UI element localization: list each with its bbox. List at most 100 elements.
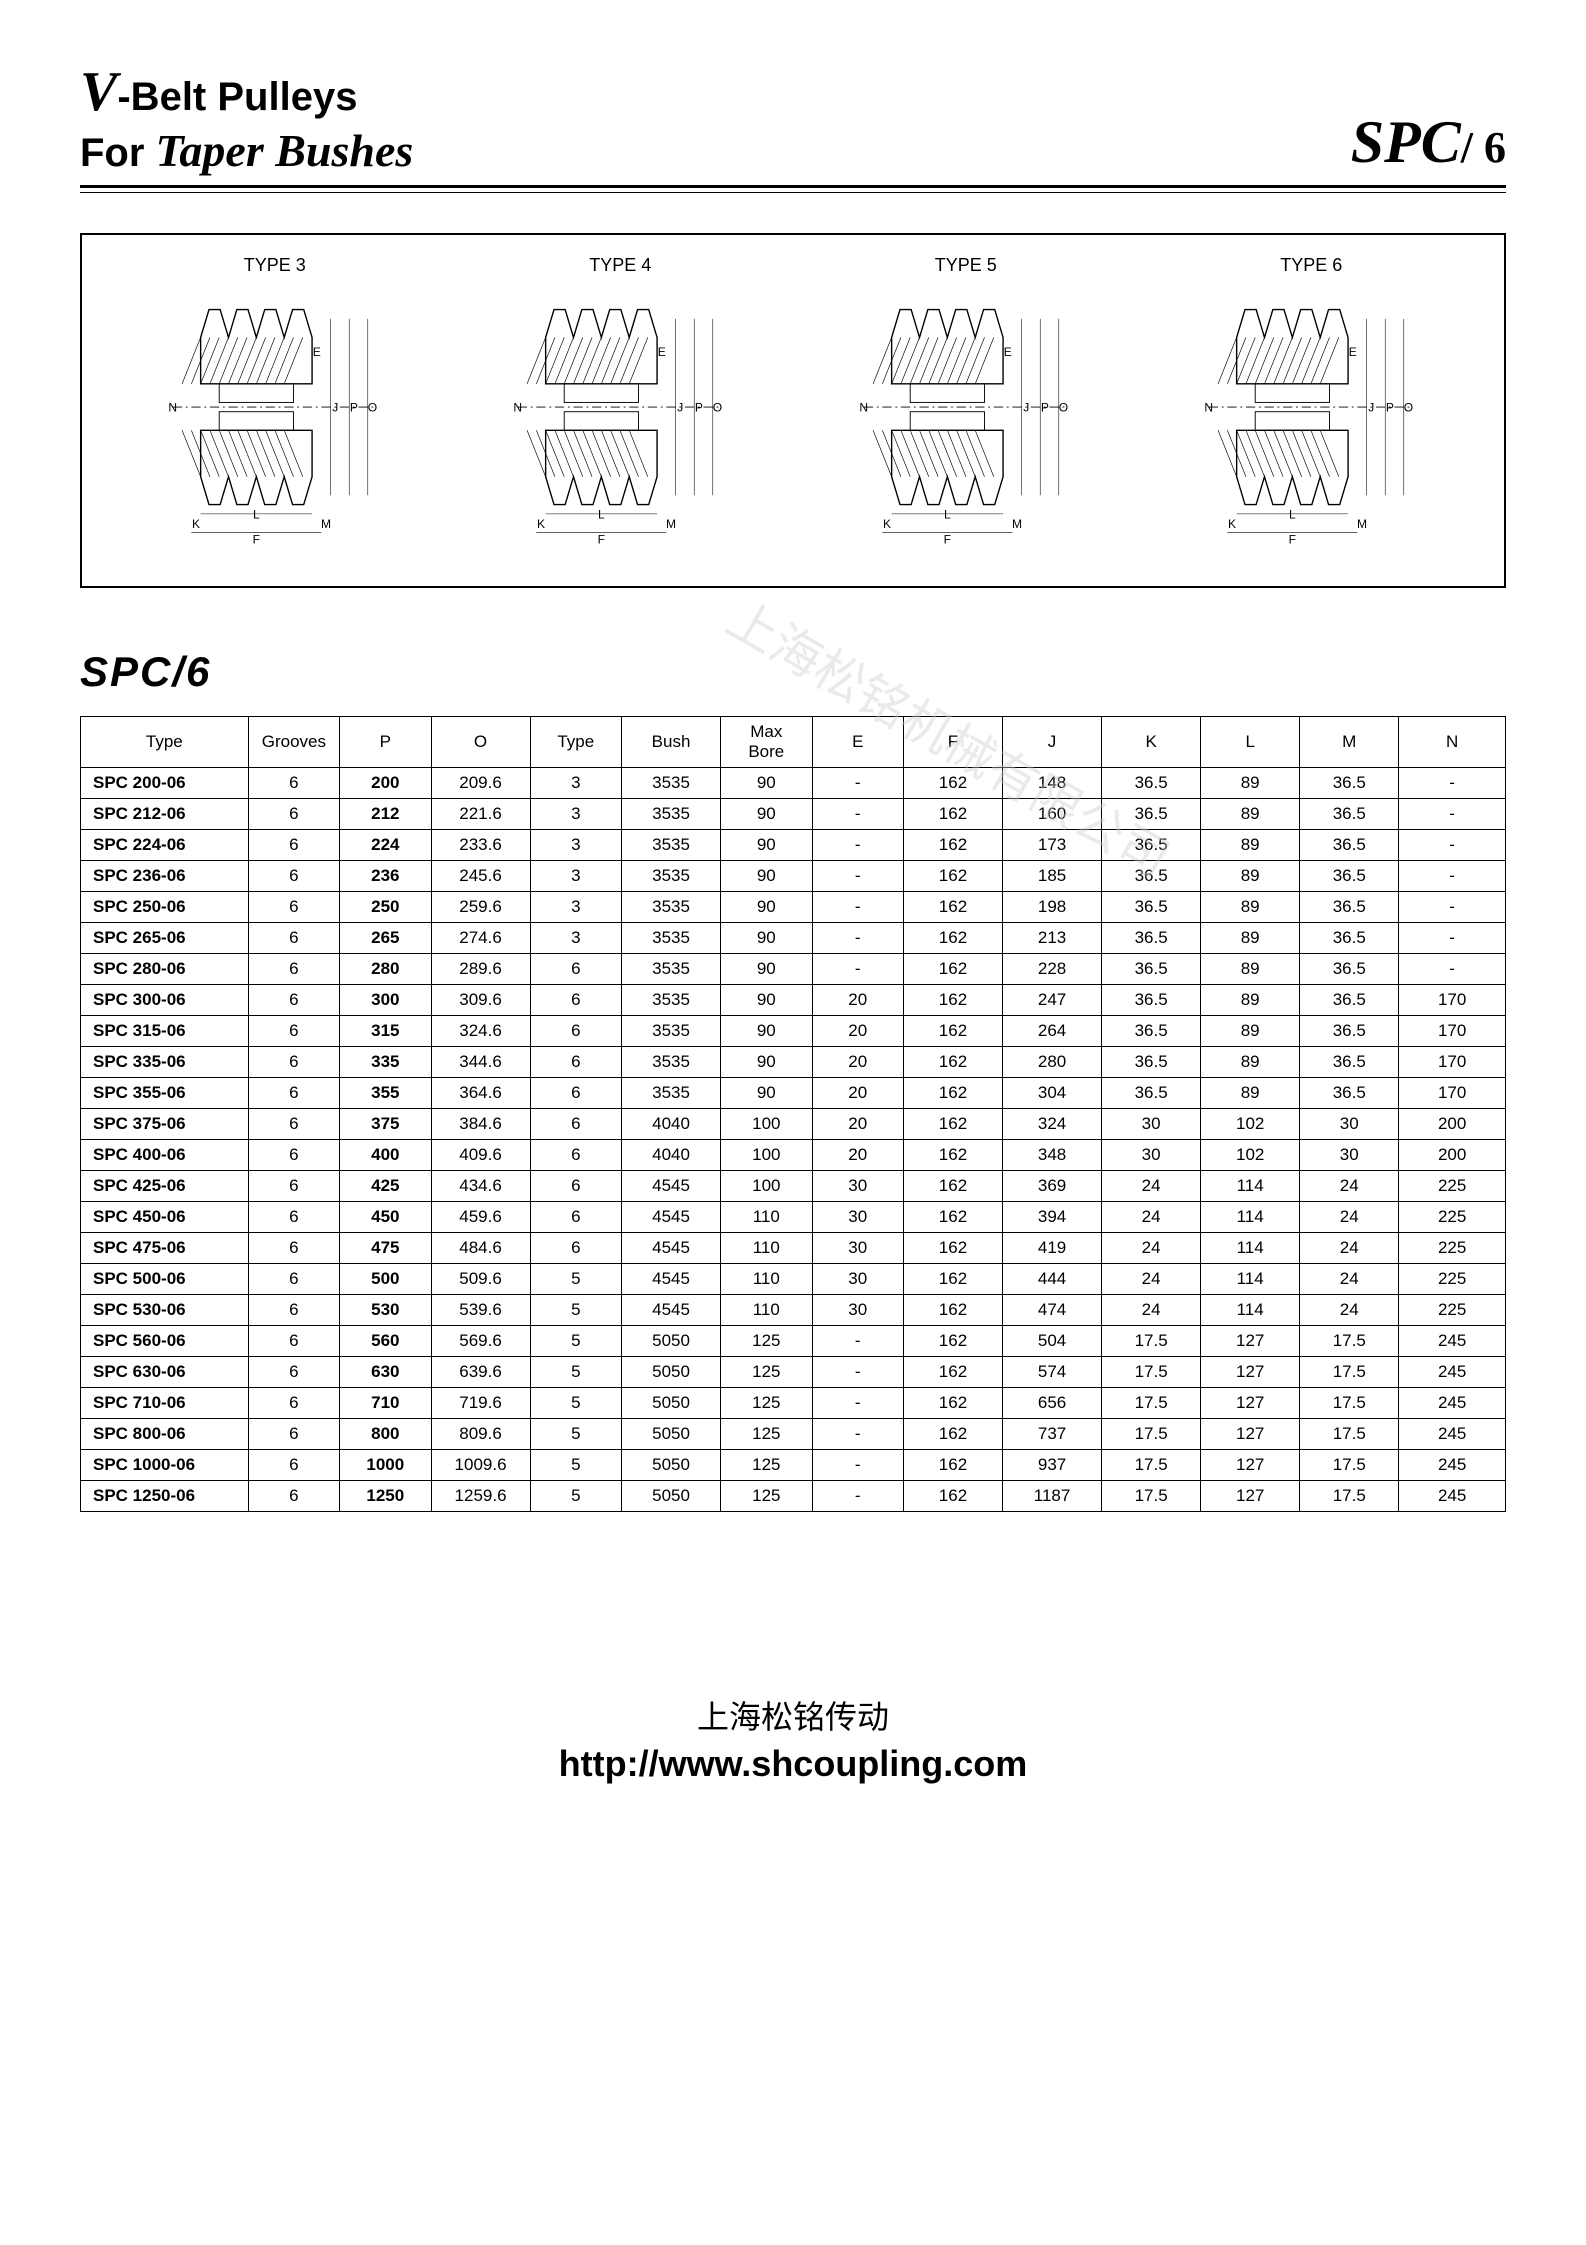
table-cell: 24 [1102, 1202, 1201, 1233]
table-cell: 569.6 [431, 1326, 530, 1357]
table-cell: 110 [721, 1233, 812, 1264]
table-cell: SPC 250-06 [81, 892, 249, 923]
table-cell: 89 [1201, 768, 1300, 799]
table-cell: - [812, 1481, 903, 1512]
table-cell: 4545 [622, 1171, 721, 1202]
table-cell: 30 [812, 1233, 903, 1264]
table-cell: 24 [1102, 1295, 1201, 1326]
table-cell: 375 [340, 1109, 431, 1140]
table-cell: 233.6 [431, 830, 530, 861]
table-cell: 90 [721, 768, 812, 799]
title-left: V-Belt Pulleys For Taper Bushes [80, 60, 413, 177]
diagram-item: TYPE 5ENJPOKLMF [807, 255, 1125, 556]
svg-text:J: J [1369, 401, 1375, 415]
svg-text:E: E [313, 345, 321, 359]
table-cell: 36.5 [1102, 1047, 1201, 1078]
table-cell: 20 [812, 985, 903, 1016]
table-cell: 6 [530, 954, 621, 985]
title-taper: Taper Bushes [156, 125, 414, 176]
table-cell: SPC 530-06 [81, 1295, 249, 1326]
table-cell: 6 [530, 1109, 621, 1140]
table-cell: 89 [1201, 861, 1300, 892]
table-cell: 162 [903, 1202, 1002, 1233]
table-cell: 90 [721, 1016, 812, 1047]
table-cell: SPC 1000-06 [81, 1450, 249, 1481]
table-cell: 90 [721, 1078, 812, 1109]
table-cell: 500 [340, 1264, 431, 1295]
table-cell: 125 [721, 1481, 812, 1512]
table-header-cell: J [1003, 717, 1102, 768]
table-cell: 309.6 [431, 985, 530, 1016]
table-cell: 36.5 [1102, 954, 1201, 985]
table-cell: 17.5 [1300, 1450, 1399, 1481]
table-cell: 36.5 [1300, 861, 1399, 892]
svg-text:P: P [695, 401, 703, 415]
table-cell: 6 [248, 1450, 339, 1481]
svg-text:L: L [944, 508, 951, 522]
table-cell: 315 [340, 1016, 431, 1047]
table-cell: 209.6 [431, 768, 530, 799]
diagram-label: TYPE 5 [807, 255, 1125, 276]
table-cell: - [1399, 892, 1506, 923]
table-cell: 162 [903, 892, 1002, 923]
svg-text:F: F [252, 533, 259, 547]
table-cell: 6 [248, 1140, 339, 1171]
table-cell: 36.5 [1102, 892, 1201, 923]
table-cell: - [1399, 861, 1506, 892]
table-cell: 348 [1003, 1140, 1102, 1171]
table-cell: 36.5 [1102, 830, 1201, 861]
table-row: SPC 265-066265274.63353590-16221336.5893… [81, 923, 1506, 954]
table-cell: 6 [530, 1233, 621, 1264]
title-v: V [80, 61, 117, 123]
table-cell: 5 [530, 1264, 621, 1295]
svg-text:E: E [1349, 345, 1357, 359]
table-cell: 6 [248, 1202, 339, 1233]
svg-text:O: O [1059, 401, 1068, 415]
table-cell: 6 [248, 1357, 339, 1388]
table-cell: 719.6 [431, 1388, 530, 1419]
table-row: SPC 280-066280289.66353590-16222836.5893… [81, 954, 1506, 985]
table-cell: SPC 224-06 [81, 830, 249, 861]
table-cell: 6 [530, 1140, 621, 1171]
table-cell: 17.5 [1102, 1419, 1201, 1450]
footer-cn: 上海松铭传动 [80, 1692, 1506, 1738]
table-cell: 89 [1201, 923, 1300, 954]
table-cell: 6 [248, 1171, 339, 1202]
table-cell: SPC 400-06 [81, 1140, 249, 1171]
table-cell: 114 [1201, 1171, 1300, 1202]
table-cell: 6 [248, 1295, 339, 1326]
table-row: SPC 236-066236245.63353590-16218536.5893… [81, 861, 1506, 892]
table-cell: SPC 335-06 [81, 1047, 249, 1078]
table-cell: 280 [1003, 1047, 1102, 1078]
table-cell: 3535 [622, 892, 721, 923]
table-cell: 30 [812, 1171, 903, 1202]
table-cell: SPC 1250-06 [81, 1481, 249, 1512]
table-cell: 6 [248, 1233, 339, 1264]
table-cell: 6 [530, 1078, 621, 1109]
table-cell: SPC 265-06 [81, 923, 249, 954]
table-row: SPC 560-066560569.655050125-16250417.512… [81, 1326, 1506, 1357]
table-header-cell: E [812, 717, 903, 768]
table-cell: 17.5 [1102, 1388, 1201, 1419]
table-cell: 89 [1201, 1047, 1300, 1078]
table-cell: 3535 [622, 799, 721, 830]
svg-text:L: L [1289, 508, 1296, 522]
table-cell: 6 [248, 1078, 339, 1109]
table-cell: 89 [1201, 954, 1300, 985]
table-cell: 937 [1003, 1450, 1102, 1481]
table-cell: 228 [1003, 954, 1102, 985]
table-cell: SPC 630-06 [81, 1357, 249, 1388]
table-cell: 170 [1399, 1016, 1506, 1047]
table-cell: 1250 [340, 1481, 431, 1512]
table-cell: 737 [1003, 1419, 1102, 1450]
table-cell: 102 [1201, 1140, 1300, 1171]
table-cell: 36.5 [1300, 892, 1399, 923]
svg-text:L: L [598, 508, 605, 522]
table-cell: 17.5 [1102, 1450, 1201, 1481]
diagram-label: TYPE 3 [116, 255, 434, 276]
table-cell: 162 [903, 985, 1002, 1016]
table-cell: 5 [530, 1450, 621, 1481]
table-cell: 90 [721, 892, 812, 923]
svg-text:F: F [943, 533, 950, 547]
table-cell: 125 [721, 1388, 812, 1419]
